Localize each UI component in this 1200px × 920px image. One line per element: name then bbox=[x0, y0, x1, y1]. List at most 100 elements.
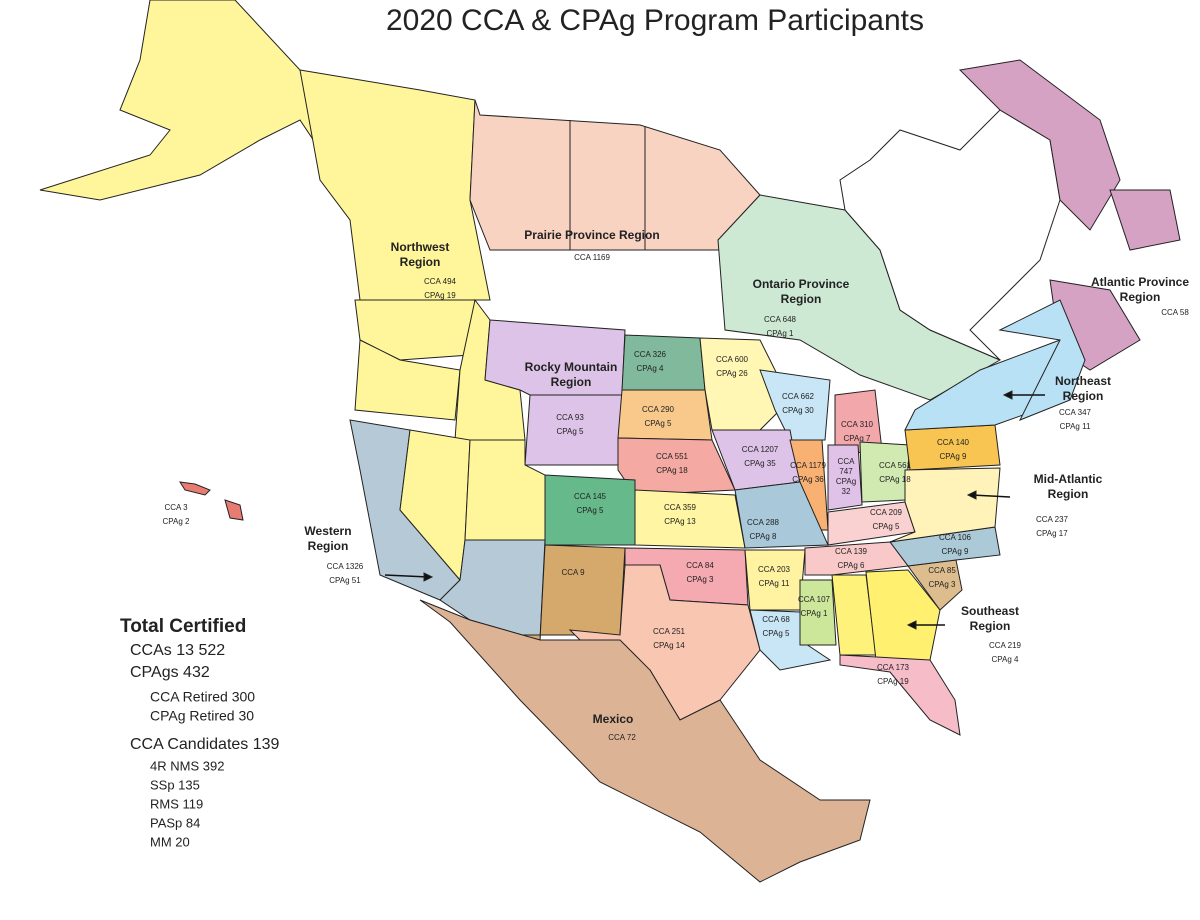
newfoundland bbox=[1109, 189, 1181, 251]
state-count: CCA 290 bbox=[642, 405, 675, 414]
state-count: CPAg 4 bbox=[637, 364, 665, 373]
state-count: CCA 1179 bbox=[790, 461, 826, 470]
state-count: CPAg 36 bbox=[792, 475, 824, 484]
state-count: CPAg 5 bbox=[763, 629, 791, 638]
state-count: CPAg 3 bbox=[929, 580, 957, 589]
total-item: CCA Candidates 139 bbox=[130, 736, 280, 753]
arrows bbox=[384, 390, 1045, 630]
state-count: CPAg 18 bbox=[656, 466, 688, 475]
indiana bbox=[827, 444, 863, 511]
state-count: CCA 93 bbox=[556, 413, 584, 422]
state-count: CPAg 35 bbox=[744, 459, 776, 468]
land bbox=[39, 0, 1181, 883]
state-count: CCA 9 bbox=[561, 568, 585, 577]
new-england bbox=[998, 299, 1086, 421]
state-count: CPAg 6 bbox=[838, 561, 866, 570]
state-count: CPAg 3 bbox=[687, 575, 715, 584]
region-name: Region bbox=[970, 619, 1011, 633]
state-count: CPAg 30 bbox=[782, 406, 814, 415]
total-item: 4R NMS 392 bbox=[150, 758, 224, 773]
title: 2020 CCA & CPAg Program Participants bbox=[386, 4, 924, 37]
region-count: CPAg 19 bbox=[424, 291, 456, 300]
region-name: Region bbox=[1063, 389, 1104, 403]
mid-atlantic-states bbox=[889, 467, 1001, 543]
total-item: CPAgs 432 bbox=[130, 664, 210, 681]
state-count: CPAg 7 bbox=[844, 434, 872, 443]
region-name: Region bbox=[551, 375, 592, 389]
region-count: CCA 494 bbox=[424, 277, 457, 286]
region-name: Ontario Province bbox=[753, 277, 850, 291]
region-name: Rocky Mountain bbox=[525, 360, 618, 374]
region-name: Mexico bbox=[593, 712, 634, 726]
pennsylvania bbox=[904, 424, 1001, 471]
region-count: CCA 237 bbox=[1036, 515, 1069, 524]
georgia bbox=[865, 569, 941, 661]
region-count: CPAg 1 bbox=[767, 329, 795, 338]
state-count: CPAg 13 bbox=[664, 517, 696, 526]
labrador bbox=[958, 59, 1121, 231]
state-count: CCA 561 bbox=[879, 461, 912, 470]
region-name: Region bbox=[1120, 290, 1161, 304]
state-count: CPAg 9 bbox=[942, 547, 970, 556]
state-count: CCA 209 bbox=[870, 508, 903, 517]
state-count: CPAg 5 bbox=[645, 419, 673, 428]
state-count: CCA 551 bbox=[656, 452, 689, 461]
state-count: CCA 1207 bbox=[742, 445, 779, 454]
state-count: CCA 107 bbox=[798, 595, 831, 604]
region-count: CPAg 17 bbox=[1036, 529, 1068, 538]
state-count: CPAg 11 bbox=[759, 579, 790, 588]
arrow-head bbox=[906, 620, 917, 630]
washington bbox=[354, 299, 476, 361]
quebec bbox=[839, 109, 1061, 361]
state-count: CPAg 5 bbox=[577, 506, 605, 515]
region-name: Region bbox=[1048, 487, 1089, 501]
region-name: Region bbox=[781, 292, 822, 306]
state-count: CCA 600 bbox=[716, 355, 749, 364]
region-count: CPAg 51 bbox=[329, 576, 361, 585]
total-item: CCA Retired 300 bbox=[150, 689, 255, 705]
region-count: CPAg 11 bbox=[1060, 422, 1091, 431]
ohio bbox=[859, 441, 911, 503]
region-count: CCA 1169 bbox=[574, 253, 610, 262]
total-item: SSp 135 bbox=[150, 777, 200, 792]
total-item: CCAs 13 522 bbox=[130, 642, 225, 659]
state-count: CCA 251 bbox=[653, 627, 686, 636]
state-count: CCA 84 bbox=[686, 561, 714, 570]
region-name: Western bbox=[304, 524, 351, 538]
state-count: CPAg 18 bbox=[879, 475, 911, 484]
region-count: CCA 58 bbox=[1161, 308, 1189, 317]
mississippi bbox=[799, 579, 837, 646]
state-count: CCA 139 bbox=[835, 547, 868, 556]
region-count: CCA 1326 bbox=[327, 562, 364, 571]
hawaii-islands bbox=[179, 481, 211, 496]
state-count: CCA 68 bbox=[762, 615, 790, 624]
state-count: CPAg 9 bbox=[940, 452, 968, 461]
total-item: RMS 119 bbox=[150, 796, 203, 811]
arrow-head bbox=[1002, 390, 1013, 400]
state-count: CCA 145 bbox=[574, 492, 607, 501]
state-count: CCA 106 bbox=[939, 533, 972, 542]
state-count: CCA bbox=[838, 457, 856, 466]
arrow-head bbox=[423, 572, 434, 582]
state-count: CCA 3 bbox=[164, 503, 188, 512]
north-dakota bbox=[621, 334, 706, 391]
hawaii bbox=[224, 499, 244, 521]
state-count: CCA 85 bbox=[928, 566, 956, 575]
state-count: CCA 662 bbox=[782, 392, 815, 401]
state-count: CCA 173 bbox=[877, 663, 910, 672]
new-mexico bbox=[519, 544, 626, 641]
state-count: CPAg 1 bbox=[801, 609, 829, 618]
state-count: CPAg 14 bbox=[653, 641, 685, 650]
region-count: CCA 72 bbox=[608, 733, 636, 742]
tennessee bbox=[804, 541, 909, 576]
state-count: 32 bbox=[842, 487, 851, 496]
region-name: Prairie Province Region bbox=[524, 228, 659, 242]
south-dakota bbox=[617, 389, 713, 441]
state-count: CCA 326 bbox=[634, 350, 667, 359]
region-name: Atlantic Province bbox=[1091, 275, 1189, 289]
state-count: CPAg 2 bbox=[163, 517, 191, 526]
total-item: MM 20 bbox=[150, 834, 190, 849]
region-name: Region bbox=[308, 539, 349, 553]
state-count: CPAg 8 bbox=[750, 532, 778, 541]
